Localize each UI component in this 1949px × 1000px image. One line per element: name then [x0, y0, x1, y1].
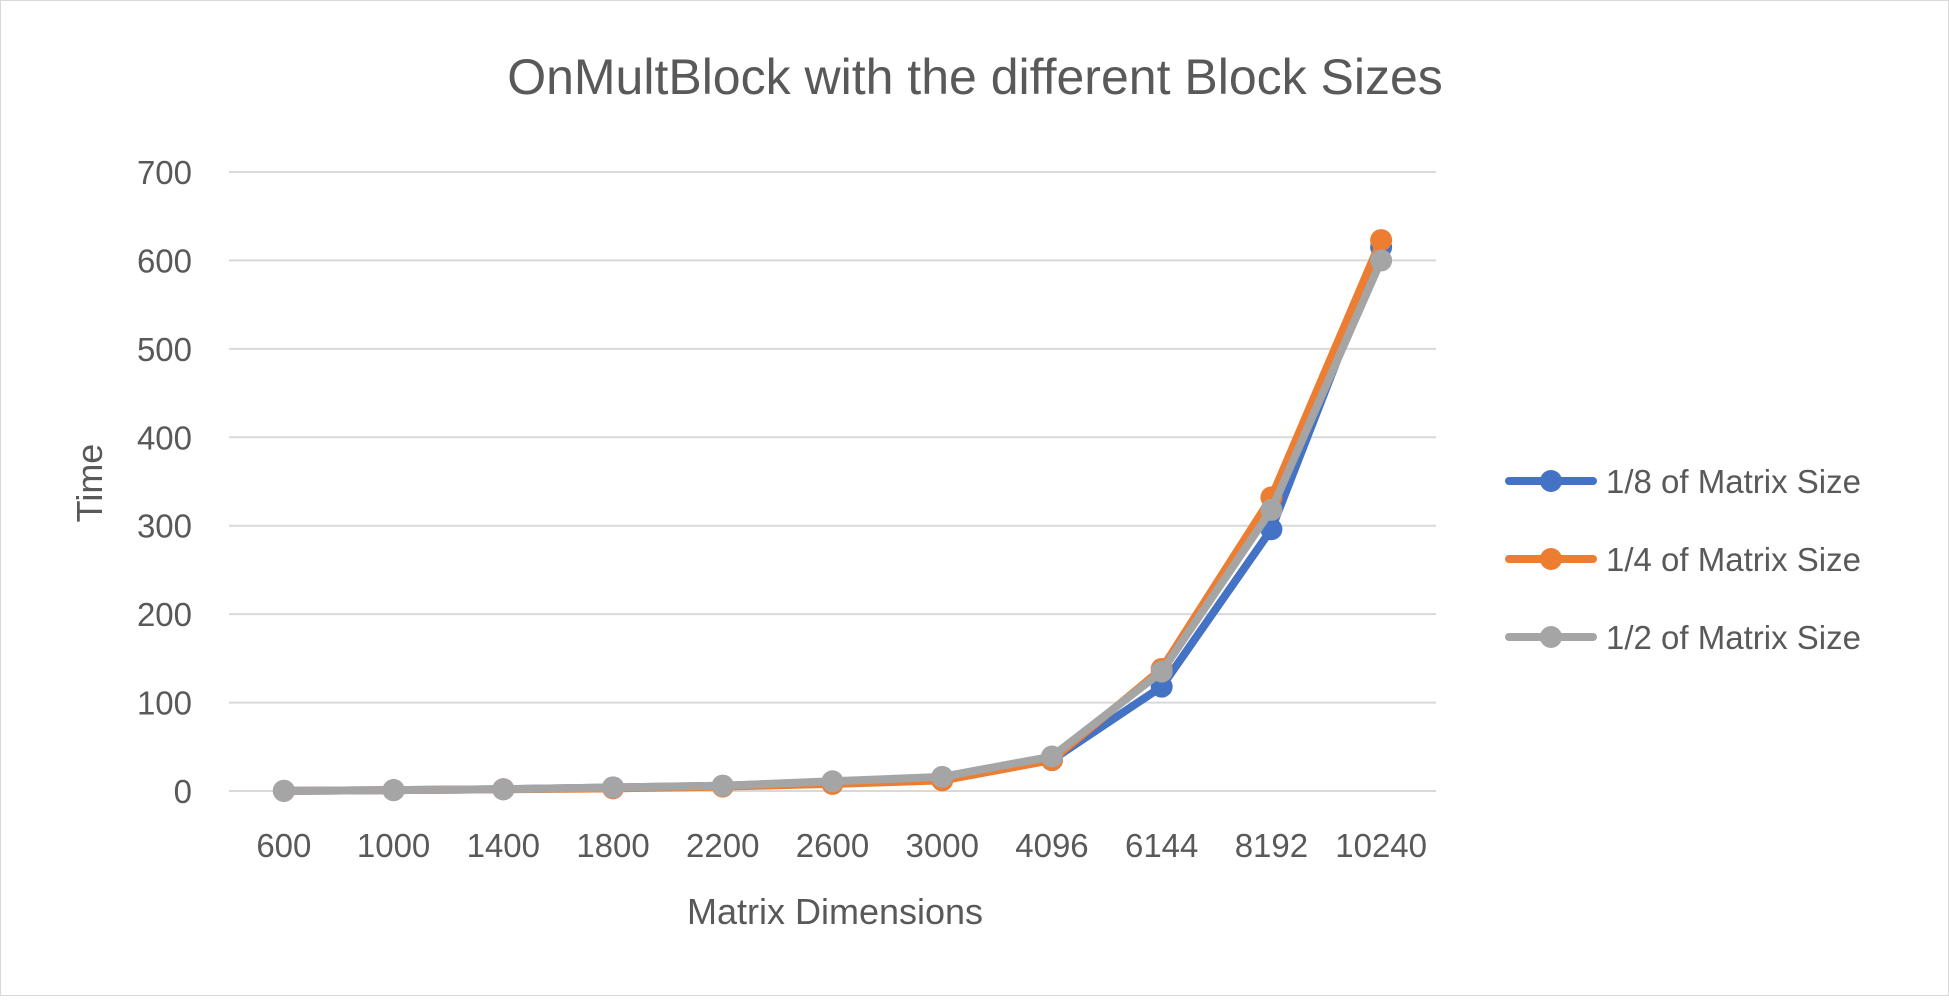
data-point [711, 774, 734, 797]
legend-marker [1540, 548, 1562, 570]
legend-item: 1/8 of Matrix Size [1505, 463, 1861, 500]
y-tick-label: 400 [137, 419, 192, 456]
series-layer [272, 229, 1393, 802]
series-line [279, 236, 1386, 795]
gridlines [229, 171, 1436, 792]
legend-marker [1540, 626, 1562, 648]
x-tick-label: 1400 [467, 827, 540, 864]
x-tick-label: 6144 [1125, 827, 1198, 864]
series-2 [272, 229, 1393, 802]
y-tick-label: 100 [137, 685, 192, 722]
data-point [382, 779, 405, 802]
data-point [492, 778, 515, 801]
y-tick-label: 0 [174, 773, 192, 810]
legend-label: 1/8 of Matrix Size [1606, 463, 1861, 500]
x-tick-label: 1000 [357, 827, 430, 864]
x-tick-label: 3000 [906, 827, 979, 864]
data-point [1150, 660, 1173, 683]
y-axis-tick-labels: 0 100 200 300 400 500 600 700 [137, 154, 192, 810]
legend-item: 1/4 of Matrix Size [1505, 541, 1861, 578]
data-point [931, 765, 954, 788]
x-tick-label: 8192 [1235, 827, 1308, 864]
x-axis-label: Matrix Dimensions [687, 891, 983, 932]
x-tick-label: 2600 [796, 827, 869, 864]
x-tick-label: 2200 [686, 827, 759, 864]
x-tick-label: 1800 [576, 827, 649, 864]
y-tick-label: 300 [137, 508, 192, 545]
data-point [1150, 675, 1173, 698]
data-point [602, 776, 625, 799]
y-tick-label: 600 [137, 242, 192, 279]
legend: 1/8 of Matrix Size 1/4 of Matrix Size 1/2 … [1505, 463, 1861, 656]
data-point [1040, 745, 1063, 768]
y-tick-label: 200 [137, 596, 192, 633]
legend-marker [1540, 470, 1562, 492]
x-tick-label: 10240 [1335, 827, 1427, 864]
series-line [279, 243, 1386, 795]
y-tick-label: 500 [137, 331, 192, 368]
legend-label: 1/4 of Matrix Size [1606, 541, 1861, 578]
x-axis-tick-labels: 600 1000 1400 1800 2200 2600 3000 4096 6144 8192 1… [256, 827, 1427, 864]
y-tick-label: 700 [137, 154, 192, 191]
y-axis-label: Time [69, 444, 110, 523]
x-tick-label: 4096 [1015, 827, 1088, 864]
data-point [272, 779, 295, 802]
data-point [1370, 249, 1393, 272]
series-3 [272, 249, 1393, 802]
data-point [821, 770, 844, 793]
data-point [1370, 229, 1393, 252]
legend-label: 1/2 of Matrix Size [1606, 619, 1861, 656]
x-tick-label: 600 [256, 827, 311, 864]
chart-title: OnMultBlock with the different Block Siz… [507, 49, 1443, 105]
series-1 [272, 236, 1393, 802]
data-point [1260, 498, 1283, 521]
legend-item: 1/2 of Matrix Size [1505, 619, 1861, 656]
